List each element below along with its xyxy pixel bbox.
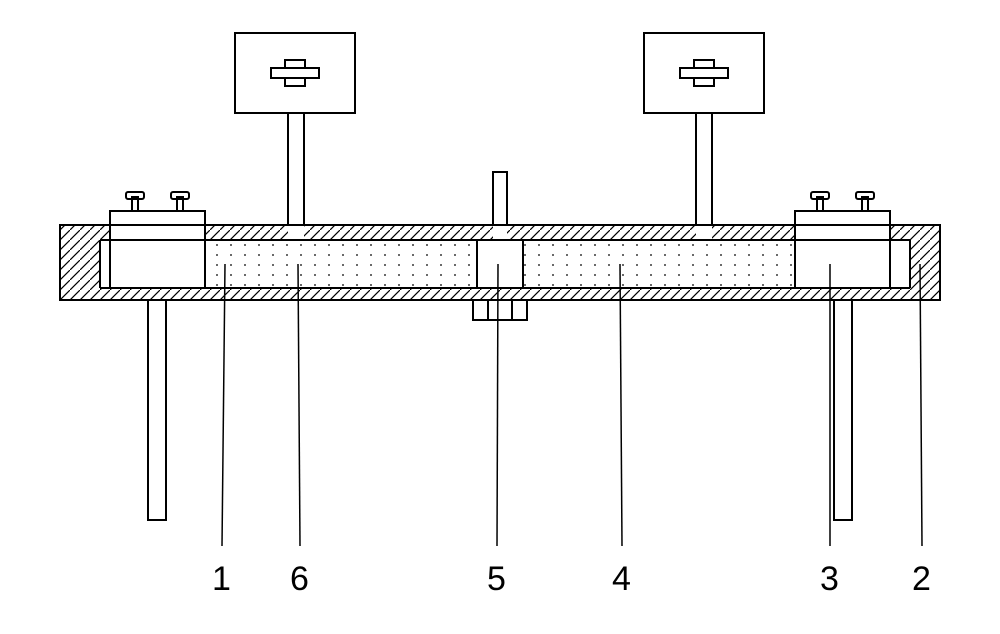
callout-label: 3	[820, 560, 839, 598]
callout-label: 2	[912, 560, 931, 598]
callout-label: 1	[212, 560, 231, 598]
callout-label: 5	[487, 560, 506, 598]
callout-label: 6	[290, 560, 309, 598]
callout-label: 4	[612, 560, 631, 598]
